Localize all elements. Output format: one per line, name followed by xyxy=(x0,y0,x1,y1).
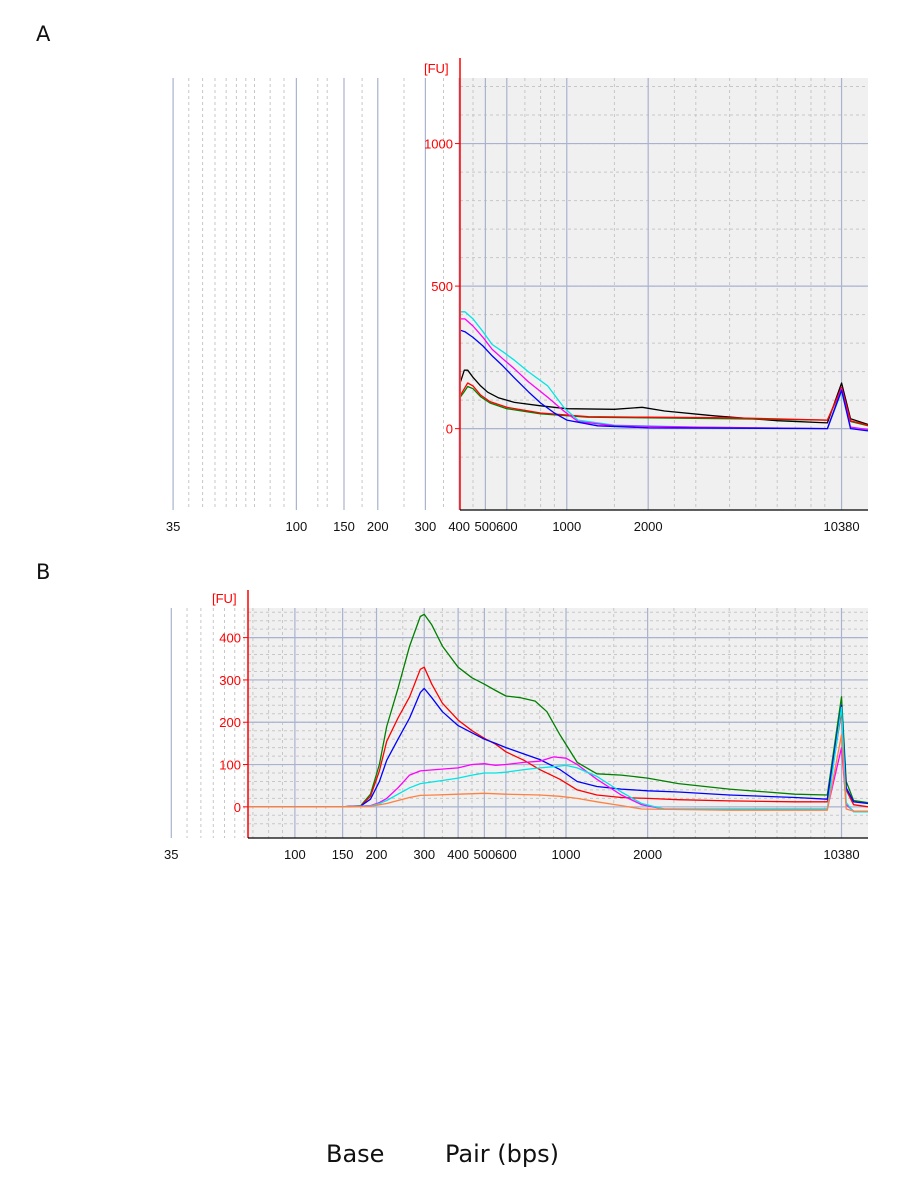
x-tick-label: 35 xyxy=(164,847,178,860)
y-tick-label: 100 xyxy=(219,758,241,773)
y-axis-label: [FU] xyxy=(212,591,237,606)
x-tick-label: 200 xyxy=(367,519,389,534)
x-tick-label: 1000 xyxy=(552,847,581,860)
x-tick-label: 100 xyxy=(286,519,308,534)
x-tick-label: 35 xyxy=(166,519,180,534)
series-line xyxy=(461,329,868,432)
y-tick-label: 1000 xyxy=(424,137,453,152)
x-tick-label: 500 xyxy=(474,847,496,860)
y-tick-label: 0 xyxy=(446,422,453,437)
x-tick-label: 150 xyxy=(332,847,354,860)
x-tick-label: 150 xyxy=(333,519,355,534)
series-line xyxy=(461,311,868,431)
y-tick-label: 300 xyxy=(219,673,241,688)
panel-a-letter: A xyxy=(36,22,51,46)
series-line xyxy=(461,382,868,426)
y-tick-label: 400 xyxy=(219,631,241,646)
x-tick-label: 300 xyxy=(413,847,435,860)
x-tick-label: 1000 xyxy=(552,519,581,534)
x-tick-label: 200 xyxy=(366,847,388,860)
x-axis-ticks: 35 100 150 200 300 400 500 600 1000 2000 10380 xyxy=(166,519,860,534)
x-axis-caption-pair: Pair (bps) xyxy=(445,1140,559,1168)
y-axis-label: [FU] xyxy=(424,61,449,76)
y-tick-label: 0 xyxy=(234,800,241,815)
y-tick-label: 500 xyxy=(431,279,453,294)
x-axis-caption-base: Base xyxy=(326,1140,385,1168)
x-tick-label: 2000 xyxy=(634,519,663,534)
panel-b-letter: B xyxy=(36,560,51,584)
x-tick-label: 600 xyxy=(496,519,518,534)
series-group xyxy=(249,613,868,813)
series-line xyxy=(461,369,868,426)
electropherogram-a: 35 100 150 200 300 400 500 600 1000 2000 103800500… xyxy=(166,58,868,534)
y-tick-label: 200 xyxy=(219,715,241,730)
x-tick-label: 2000 xyxy=(633,847,662,860)
x-tick-label: 100 xyxy=(284,847,306,860)
x-tick-label: 600 xyxy=(495,847,517,860)
plot-background xyxy=(248,608,868,838)
series-line xyxy=(249,734,868,812)
x-axis-ticks: 35 100 150 200 300 400 500 600 1000 2000 10380 xyxy=(164,847,860,860)
plot-background xyxy=(460,78,868,510)
electropherogram-b: 35 100 150 200 300 400 500 600 1000 2000 10380 0 100… xyxy=(164,590,868,860)
series-line xyxy=(461,318,868,431)
x-tick-label: 500 xyxy=(475,519,497,534)
x-tick-label: 400 xyxy=(447,847,469,860)
x-tick-label: 10380 xyxy=(823,847,859,860)
series-group xyxy=(461,311,868,432)
x-tick-label: 300 xyxy=(415,519,437,534)
x-tick-label: 10380 xyxy=(823,519,859,534)
x-tick-label: 400 xyxy=(448,519,470,534)
